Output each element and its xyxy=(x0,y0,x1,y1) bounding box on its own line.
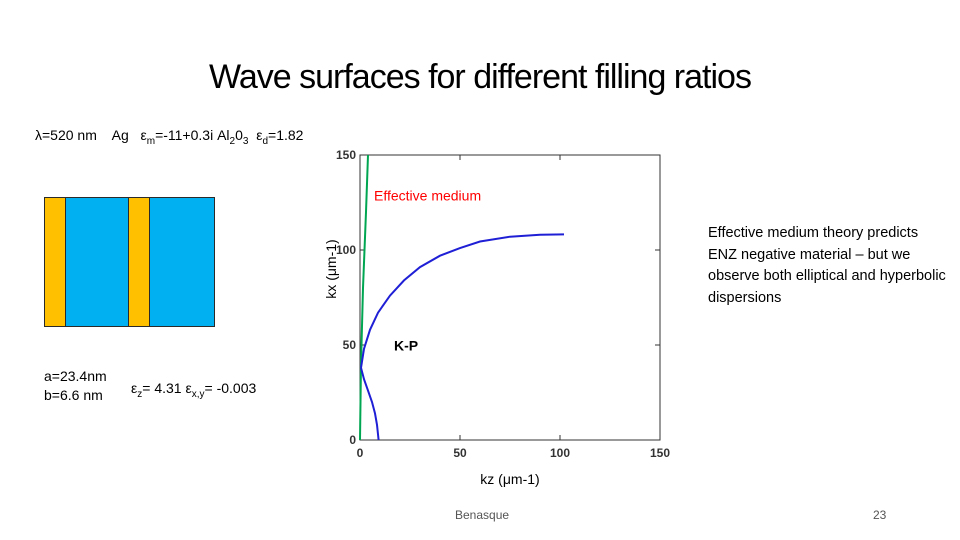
metal-name: Ag xyxy=(111,127,129,143)
series-line-k-p-elliptical xyxy=(360,233,565,368)
y-axis-label: kx (μm-1) xyxy=(323,239,339,298)
dielectric-sub-1: 2 xyxy=(229,135,236,147)
dispersion-chart: 0 50 100 150 0 50 100 150 kz (μm-1) kx (μm-1) Effe… xyxy=(323,148,670,487)
thickness-b: b=6.6 nm xyxy=(44,387,103,403)
x-tick-label: 0 xyxy=(357,446,364,460)
dielectric-layer-2 xyxy=(149,197,215,327)
material-parameters: λ=520 nm Ag εm=-11+0.3i Al203 εd=1.82 xyxy=(35,127,303,147)
effective-permittivity: εz= 4.31 εx,y= -0.003 xyxy=(131,380,256,400)
eps-m-symbol: ε xyxy=(140,127,147,143)
y-tick-label: 0 xyxy=(349,433,356,447)
x-tick-label: 50 xyxy=(453,446,467,460)
y-tick-label: 50 xyxy=(343,338,357,352)
x-tick-label: 150 xyxy=(650,446,670,460)
metal-layer-2 xyxy=(128,197,151,327)
y-tick-label: 150 xyxy=(336,148,356,162)
period-a: a=23.4nm xyxy=(44,368,107,384)
eps-d-sub: d xyxy=(262,135,269,147)
annotation-effective-medium: Effective medium xyxy=(374,188,481,204)
note-line-1: Effective medium theory predicts xyxy=(708,225,919,241)
eps-m-sub: m xyxy=(146,135,156,147)
metal-layer-1 xyxy=(44,197,67,327)
series-line-effective-medium xyxy=(359,154,369,441)
page-title: Wave surfaces for different filling rati… xyxy=(209,58,752,96)
note-line-2: ENZ negative material – but we observe b… xyxy=(708,246,946,306)
x-axis-label: kz (μm-1) xyxy=(480,471,539,487)
eps-z-value: = 4.31 xyxy=(142,380,182,396)
y-tick-label: 100 xyxy=(336,243,356,257)
eps-xy-symbol: ε xyxy=(185,380,192,396)
x-tick-label: 100 xyxy=(550,446,570,460)
footer-label: Benasque xyxy=(455,508,510,522)
eps-d-symbol: ε xyxy=(256,127,263,143)
layered-structure-diagram xyxy=(44,197,216,327)
eps-xy-sub: x,y xyxy=(191,388,205,400)
series-line-k-p-hyperbolic xyxy=(360,367,380,441)
effective-medium-note: Effective medium theory predicts ENZ neg… xyxy=(708,223,948,309)
eps-z-symbol: ε xyxy=(131,380,138,396)
annotation-k-p: K-P xyxy=(394,338,418,354)
slide-number: 23 xyxy=(873,508,887,522)
plot-frame xyxy=(359,154,661,441)
eps-d-value: =1.82 xyxy=(268,127,304,143)
eps-z-sub: z xyxy=(137,388,143,400)
dielectric-mid: 0 xyxy=(235,127,243,143)
dielectric-layer-1 xyxy=(65,197,130,327)
structure-parameters: a=23.4nm b=6.6 nm xyxy=(44,367,107,405)
wavelength-value: λ=520 nm xyxy=(35,127,97,143)
dielectric-name: Al xyxy=(217,127,230,143)
eps-m-value: =-11+0.3i xyxy=(155,127,214,143)
eps-xy-value: = -0.003 xyxy=(204,380,257,396)
dielectric-sub-2: 3 xyxy=(242,135,249,147)
